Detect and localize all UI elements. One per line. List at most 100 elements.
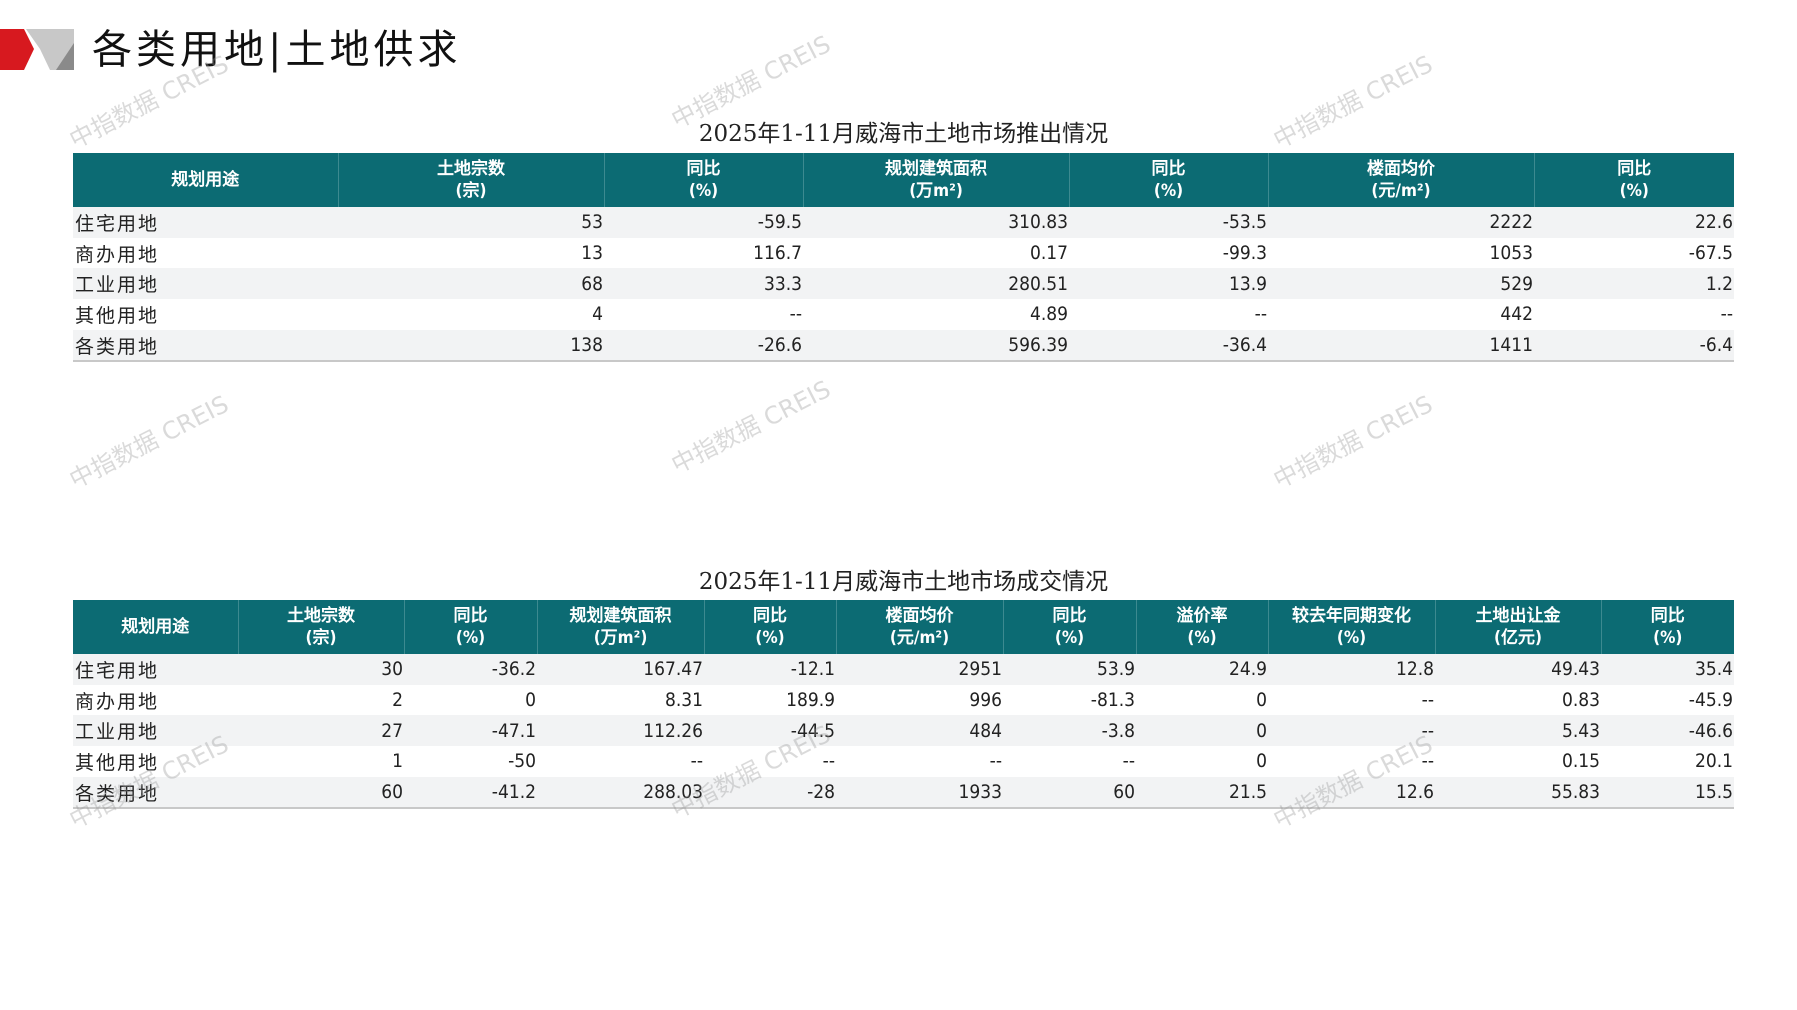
- column-header: 土地宗数 (宗): [237, 600, 404, 654]
- table-cell: 55.83: [1435, 776, 1601, 810]
- table-cell: 310.83: [803, 207, 1069, 238]
- column-header: 楼面均价 (元/m²): [835, 600, 1003, 654]
- table-row: 商办用地 2 0 8.31 189.9 996 -81.3 0 -- 0.83 -45.9: [73, 685, 1734, 716]
- table-row: 工业用地 27 -47.1 112.26 -44.5 484 -3.8 0 -- 5.43 -46.…: [73, 715, 1734, 747]
- row-label: 住宅用地: [73, 207, 338, 238]
- table-cell: -99.3: [1222, 242, 1267, 265]
- table-cell: -36.2: [404, 654, 537, 685]
- table-cell: 442: [1500, 303, 1533, 326]
- table-cell: 60: [1003, 776, 1136, 810]
- table-cell: 189.9: [786, 689, 835, 712]
- table-cell: 2951: [836, 654, 1003, 685]
- row-label: 其他用地: [75, 304, 160, 327]
- row-label: 商办用地: [75, 690, 160, 713]
- column-header-label: 同比: [1052, 606, 1087, 626]
- row-label: 其他用地: [75, 751, 160, 774]
- table-cell: 4.89: [1029, 303, 1068, 326]
- watermark: 中指数据 CREIS: [64, 389, 234, 495]
- row-label: 工业用地: [73, 268, 338, 300]
- table-cell: 12.8: [1268, 654, 1435, 685]
- supply-table-title: 2025年1-11月威海市土地市场推出情况: [698, 121, 1109, 147]
- table-row: 住宅用地 30 -36.2 167.47 -12.1 2951 53.9 24.9 12.8 49…: [73, 654, 1734, 685]
- table-cell: 280.51: [803, 268, 1069, 300]
- column-header-label: 同比: [1650, 606, 1685, 626]
- column-header-unit: (%): [755, 628, 785, 648]
- table-row: 各类用地 138 -26.6 596.39 -36.4 1411 -6.4: [73, 329, 1734, 363]
- table-row: 其他用地 1 -50 -- -- -- -- 0 -- 0.15 20.1: [73, 746, 1734, 777]
- table-cell: 0: [525, 689, 536, 712]
- table-cell: 0: [1256, 750, 1267, 773]
- table-cell: -6.4: [1534, 329, 1734, 363]
- column-header-label: 楼面均价: [885, 606, 954, 626]
- column-header: 同比 (%): [603, 153, 803, 207]
- table-cell: -45.9: [1688, 689, 1733, 712]
- table-row: 商办用地 13 116.7 0.17 -99.3 1053 -67.5: [73, 238, 1734, 269]
- column-header-label: 同比: [753, 606, 787, 626]
- table-cell: 596.39: [803, 329, 1069, 363]
- table-cell: 30: [238, 654, 404, 685]
- column-header-label: 同比: [1151, 159, 1186, 179]
- table-cell: 60: [238, 776, 404, 810]
- table-cell: 27: [238, 715, 404, 747]
- table-cell: -53.5: [1069, 207, 1268, 238]
- column-header-unit: (亿元): [1494, 628, 1542, 648]
- table-cell: 2222: [1268, 207, 1534, 238]
- column-header-unit: (万m²): [593, 628, 648, 648]
- table-cell: 529: [1268, 268, 1534, 300]
- table-cell: --: [789, 303, 802, 326]
- table-cell: -41.2: [404, 776, 537, 810]
- header-row: 规划用途 土地宗数 (宗) 同比 (%) 规划建筑面积 (万m²) 同比 (%) 楼面均价 (元/m…: [73, 153, 1734, 207]
- table-cell: -46.6: [1601, 715, 1734, 747]
- column-header-label: 规划用途: [121, 617, 190, 637]
- table-cell: -81.3: [1090, 689, 1135, 712]
- table-cell: 22.6: [1534, 207, 1734, 238]
- table-cell: 0.83: [1561, 689, 1600, 712]
- column-header: 规划建筑面积 (万m²): [802, 153, 1069, 207]
- table-cell: 1.2: [1534, 268, 1734, 300]
- column-header: 溢价率 (%): [1135, 600, 1268, 654]
- column-header-label: 土地出让金: [1475, 606, 1561, 626]
- table-cell: 8.31: [664, 689, 703, 712]
- table-cell: 21.5: [1136, 776, 1268, 810]
- table-cell: -67.5: [1688, 242, 1733, 265]
- table-cell: --: [1268, 715, 1435, 747]
- header-row: 规划用途 土地宗数 (宗) 同比 (%) 规划建筑面积 (万m²) 同比 (%) 楼面均价 (元/m…: [73, 600, 1734, 654]
- table-cell: --: [1720, 303, 1733, 326]
- table-cell: 288.03: [537, 776, 704, 810]
- table-cell: 12.6: [1268, 776, 1435, 810]
- table-cell: -3.8: [1003, 715, 1136, 747]
- column-header-label: 较去年同期变化: [1292, 606, 1411, 626]
- row-label: 商办用地: [75, 243, 160, 266]
- table-cell: -47.1: [404, 715, 537, 747]
- table-cell: 4: [592, 303, 603, 326]
- column-header: 规划用途: [73, 600, 238, 654]
- column-header: 同比 (%): [703, 600, 836, 654]
- table-cell: 53.9: [1003, 654, 1136, 685]
- table-cell: 0.17: [1029, 242, 1068, 265]
- table-cell: -28: [704, 776, 836, 810]
- column-header: 规划建筑面积 (万m²): [536, 600, 704, 654]
- row-label: 各类用地: [73, 776, 238, 810]
- table-cell: 996: [969, 689, 1002, 712]
- table-cell: 53: [338, 207, 604, 238]
- column-header-unit: (宗): [305, 628, 337, 648]
- table-cell: 1933: [836, 776, 1003, 810]
- deal-table-title: 2025年1-11月威海市土地市场成交情况: [698, 569, 1109, 595]
- column-header-label: 规划建筑面积: [569, 606, 672, 626]
- table-cell: -12.1: [704, 654, 836, 685]
- table-cell: 13: [581, 242, 603, 265]
- table-cell: --: [1421, 750, 1434, 773]
- table-cell: -26.6: [604, 329, 803, 363]
- table-cell: 68: [338, 268, 604, 300]
- column-header-unit: (%): [1153, 181, 1184, 201]
- table-row: 住宅用地 53 -59.5 310.83 -53.5 2222 22.6: [73, 207, 1734, 238]
- table-cell: -50: [508, 750, 536, 773]
- column-header-label: 楼面均价: [1367, 159, 1435, 179]
- table-cell: 35.4: [1601, 654, 1734, 685]
- page-title: 各类用地|土地供求: [92, 27, 462, 73]
- row-label: 住宅用地: [73, 654, 238, 685]
- column-header: 同比 (%): [1533, 153, 1734, 207]
- column-header: 规划用途: [73, 153, 338, 207]
- table-cell: 0: [1256, 689, 1267, 712]
- row-label: 工业用地: [73, 715, 238, 747]
